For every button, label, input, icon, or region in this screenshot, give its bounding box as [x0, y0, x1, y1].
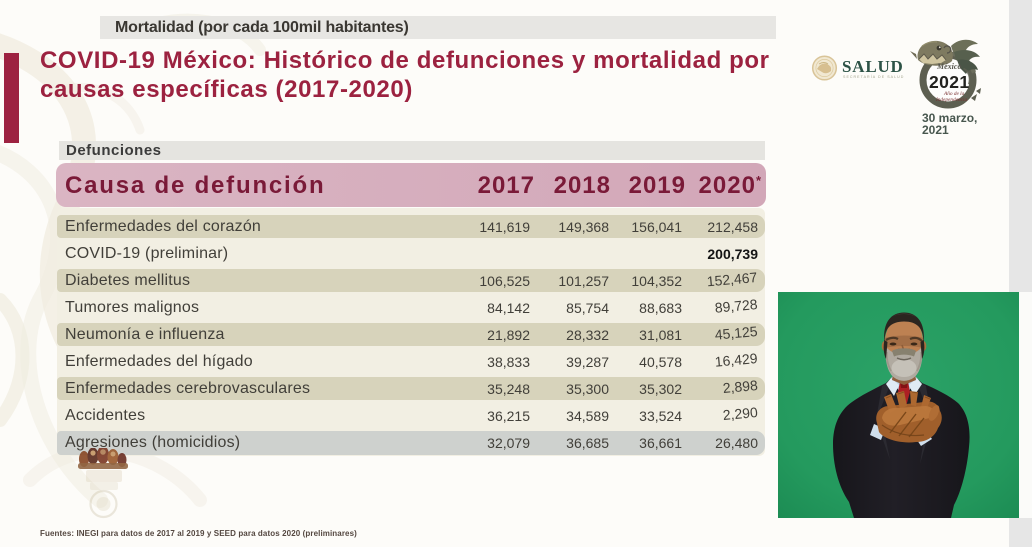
svg-text:SECRETARÍA DE SALUD: SECRETARÍA DE SALUD	[843, 75, 904, 79]
svg-text:Año de la: Año de la	[943, 91, 965, 97]
svg-text:México: México	[936, 62, 961, 71]
svg-text:2021: 2021	[929, 72, 970, 92]
svg-text:Independencia: Independencia	[935, 97, 968, 103]
svg-text:SALUD: SALUD	[842, 57, 904, 76]
